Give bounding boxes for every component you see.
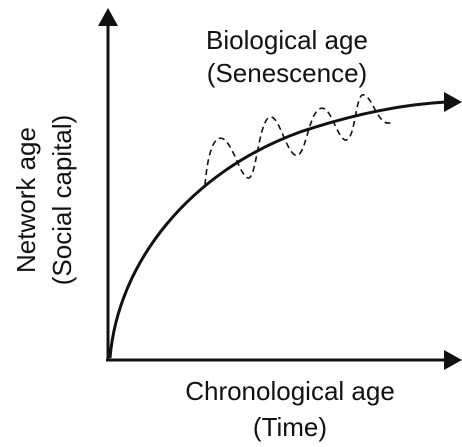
y-axis-label: Network age [11,127,41,273]
x-axis-arrow [444,350,462,370]
y-axis-sublabel: (Social capital) [47,115,77,286]
annotation-label: Biological age [206,25,368,55]
x-axis-sublabel: (Time) [253,412,327,442]
biological-age-wave [204,94,393,186]
network-age-curve [108,100,447,359]
curve-arrow [444,92,462,112]
annotation-sublabel: (Senescence) [207,58,367,88]
y-axis-arrow [98,8,118,26]
x-axis-label: Chronological age [185,376,395,406]
